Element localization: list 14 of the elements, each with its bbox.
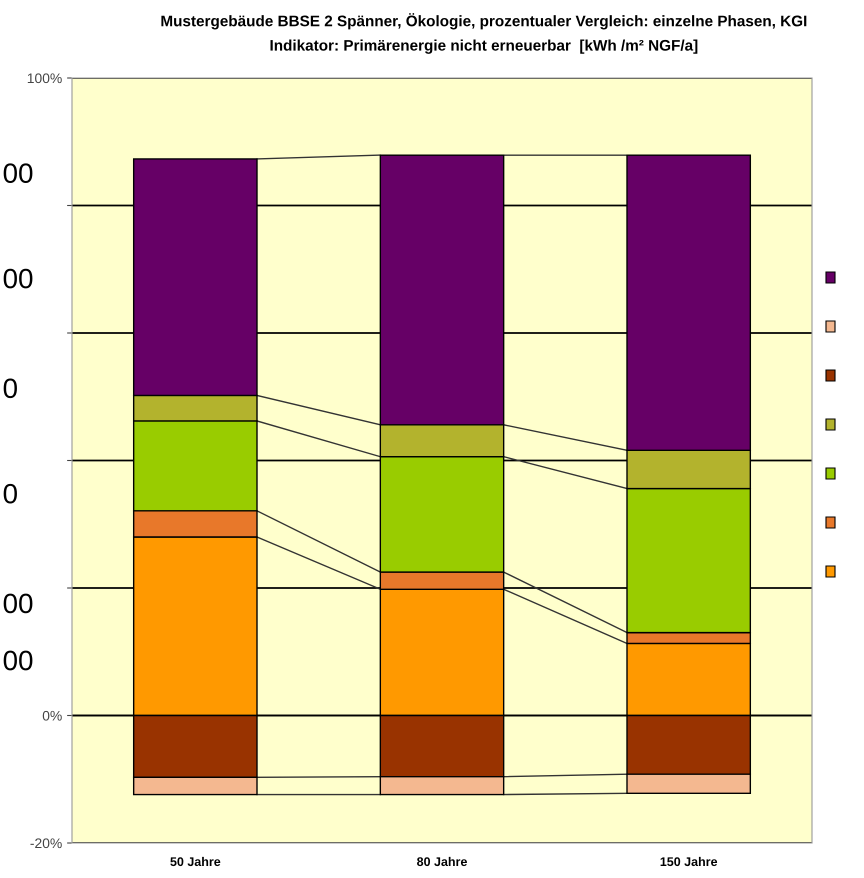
x-tick-label: 50 Jahre: [170, 856, 220, 866]
text: 00: [4, 650, 32, 670]
text: 00: [4, 268, 32, 288]
y-tick-label: -20%: [30, 838, 62, 848]
y-tick-label: 100%: [28, 73, 62, 84]
text: 0: [4, 484, 17, 504]
x-tick-label: 150 Jahre: [660, 856, 718, 866]
text: 0: [4, 378, 17, 398]
text: 00: [4, 594, 32, 614]
y-tick-label: 0%: [42, 710, 62, 721]
chart-title: Mustergebäude BBSE 2 Spänner, Ökologie, prozentualer Vergleich: einzelne Phasen, KGI: [161, 13, 806, 30]
text: 00: [4, 163, 32, 184]
chart-subtitle: Indikator: Primärenergie nicht erneuerbar [kWh /m² NGF/a]: [270, 40, 698, 54]
x-tick-label: 80 Jahre: [417, 856, 467, 866]
